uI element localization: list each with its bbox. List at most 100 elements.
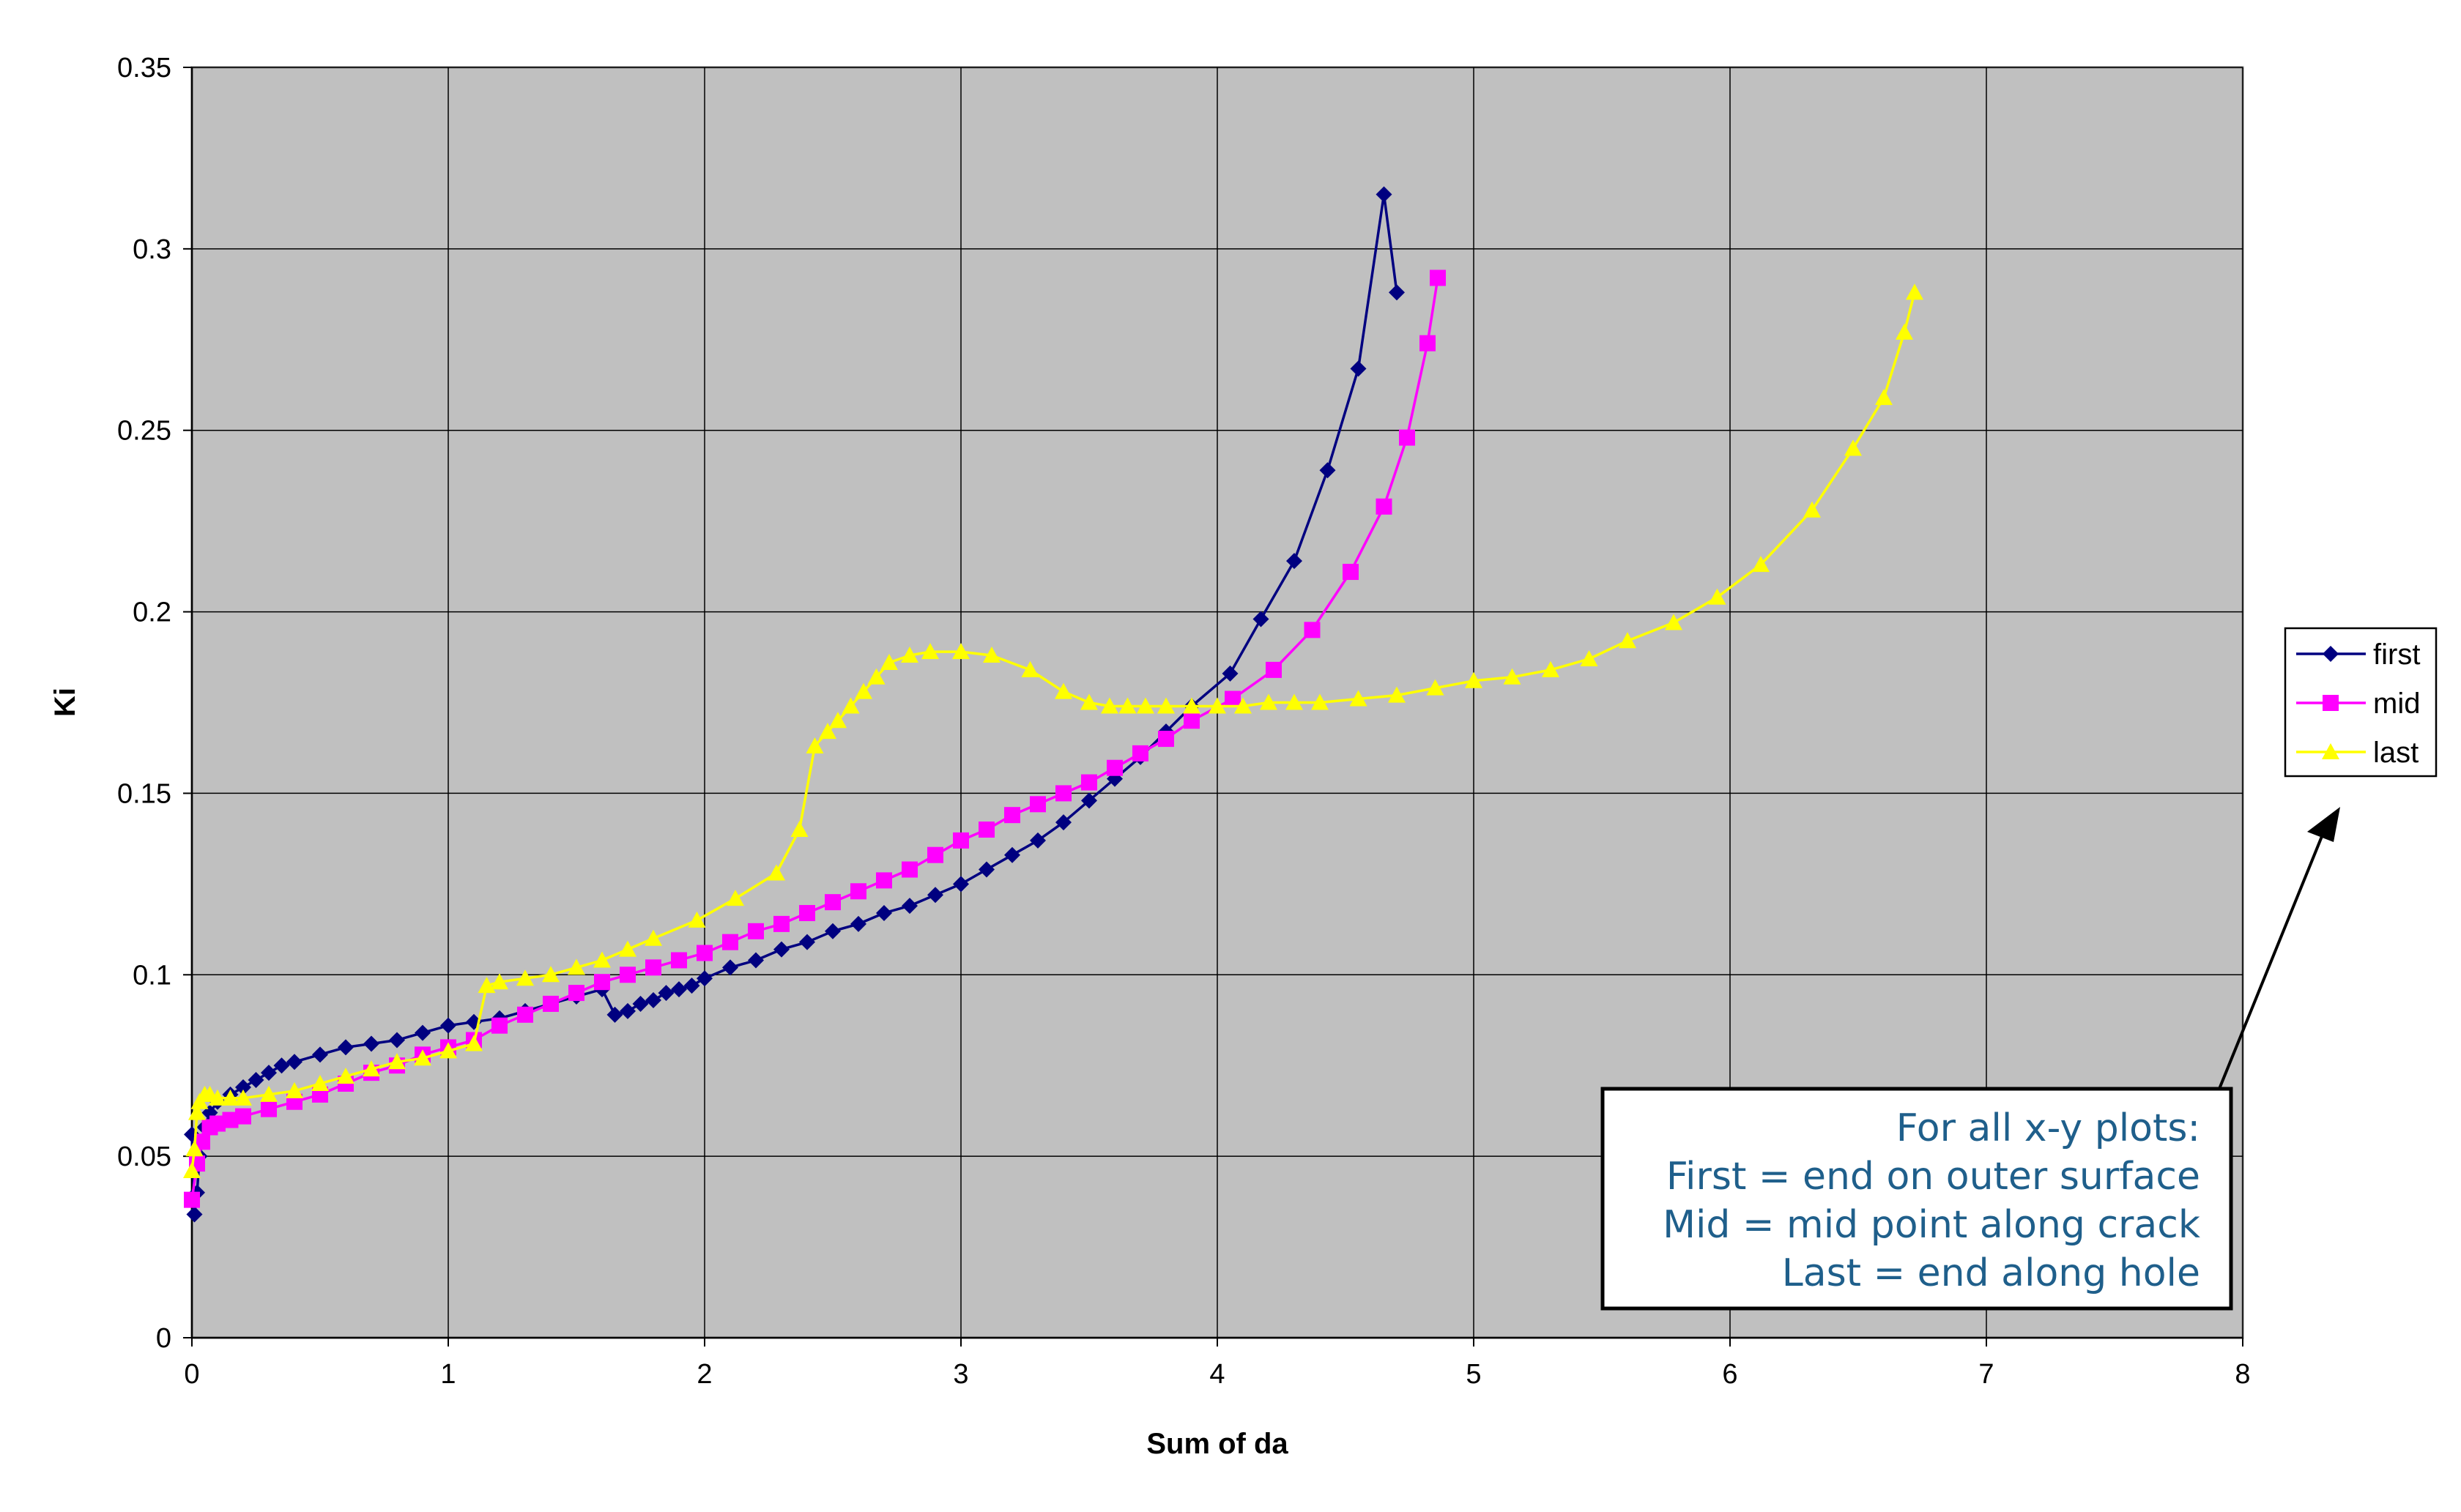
data-point-mid [1399, 429, 1415, 446]
data-point-last [1426, 679, 1444, 696]
data-point-mid [979, 822, 995, 838]
data-point-last [1388, 686, 1406, 703]
data-point-last [1157, 697, 1175, 714]
data-point-last [1349, 690, 1367, 707]
x-tick-label: 5 [1466, 1359, 1481, 1390]
data-point-mid [671, 952, 687, 969]
data-point-mid [1304, 622, 1321, 638]
data-point-mid [1225, 690, 1241, 707]
data-point-first [273, 1057, 290, 1074]
data-point-first [312, 1046, 328, 1063]
data-point-last [1183, 697, 1200, 714]
legend-label-last: last [2373, 737, 2419, 769]
series-last [183, 283, 1923, 1178]
data-point-mid [235, 1108, 251, 1125]
data-point-last [1803, 501, 1821, 518]
series-line-mid [190, 278, 1439, 1200]
data-point-mid [1081, 774, 1097, 791]
data-point-last [806, 737, 824, 753]
y-tick-label: 0.05 [117, 1142, 171, 1172]
data-point-first [1222, 665, 1239, 682]
y-tick-label: 0.3 [133, 234, 171, 265]
data-point-mid [1132, 745, 1148, 761]
data-point-mid [799, 905, 815, 922]
data-point-last [286, 1081, 303, 1098]
y-tick-label: 0.35 [117, 53, 171, 83]
data-point-first [876, 905, 892, 922]
data-point-first [722, 959, 738, 976]
data-point-mid [722, 934, 738, 950]
y-tick-label: 0.15 [117, 778, 171, 809]
data-point-last [1752, 556, 1770, 573]
data-point-last [727, 890, 744, 906]
data-point-last [688, 911, 706, 928]
data-point-first [1286, 553, 1302, 570]
data-point-last [568, 958, 585, 975]
x-tick-label: 2 [697, 1359, 712, 1390]
data-point-first [979, 861, 995, 878]
data-point-last [842, 697, 860, 714]
data-point-last [1209, 697, 1226, 714]
y-tick-label: 0 [156, 1323, 171, 1354]
data-point-last [1118, 697, 1137, 714]
data-point-last [593, 951, 611, 968]
data-point-last [1580, 650, 1598, 667]
data-point-last [645, 929, 662, 946]
data-point-first [363, 1035, 379, 1052]
data-point-last [901, 647, 918, 663]
data-point-first [671, 981, 687, 998]
axes: 0 1 2 3 4 5 6 7 8 0 0.05 0.1 0.15 0.2 0.25 0.3 0.35 [117, 53, 2251, 1390]
legend-label-first: first [2373, 638, 2420, 671]
data-point-last [1465, 671, 1482, 688]
data-point-last [1101, 697, 1118, 714]
data-point-first [799, 934, 815, 950]
data-point-last [209, 1089, 226, 1106]
legend-item-first: first [2296, 638, 2420, 671]
data-point-last [952, 643, 970, 660]
data-point-mid [209, 1115, 226, 1132]
data-point-mid [184, 1191, 200, 1208]
data-point-first [645, 991, 661, 1008]
data-point-mid [1419, 335, 1436, 351]
data-point-mid [1343, 564, 1359, 581]
data-point-first [773, 941, 790, 958]
data-point-last [363, 1060, 380, 1077]
y-axis-title: Ki [49, 688, 81, 717]
data-point-last [185, 1140, 204, 1157]
data-point-last [234, 1089, 252, 1106]
data-point-first [186, 1206, 203, 1223]
data-point-last [183, 1161, 201, 1178]
data-point-last [260, 1085, 278, 1102]
data-point-mid [1266, 661, 1282, 678]
data-point-first [1081, 792, 1097, 809]
data-point-last [1844, 439, 1862, 456]
data-point-last [414, 1049, 431, 1066]
data-point-mid [748, 923, 764, 939]
data-point-mid [902, 861, 918, 878]
data-point-first [850, 915, 866, 932]
data-point-mid [1184, 712, 1200, 729]
data-point-first [415, 1024, 431, 1041]
data-point-mid [927, 846, 943, 863]
data-point-last [1311, 693, 1329, 710]
data-point-last [1503, 668, 1521, 685]
data-point-mid [222, 1111, 239, 1128]
legend-item-last: last [2296, 737, 2419, 769]
data-point-last [1619, 632, 1636, 649]
data-point-first [261, 1065, 277, 1081]
data-point-first [1319, 462, 1336, 479]
data-point-last [983, 647, 1001, 663]
data-point-last [1906, 283, 1923, 300]
data-point-mid [543, 995, 559, 1012]
data-point-mid [825, 894, 841, 911]
data-point-first [927, 887, 943, 904]
x-tick-label: 7 [1978, 1359, 1994, 1390]
x-tick-label: 1 [440, 1359, 456, 1390]
data-point-mid [1004, 807, 1020, 824]
data-point-first [902, 898, 918, 915]
data-point-first [1376, 186, 1392, 203]
x-tick-label: 6 [1722, 1359, 1737, 1390]
data-point-first [1252, 611, 1269, 627]
data-point-first [632, 995, 649, 1012]
data-point-mid [568, 985, 584, 1002]
